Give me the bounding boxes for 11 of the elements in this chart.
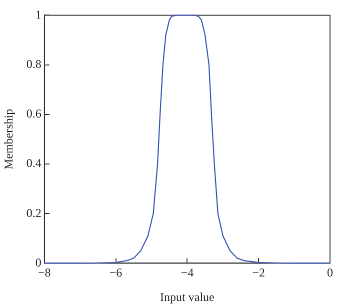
y-tick-label: 0.6 bbox=[26, 106, 42, 121]
x-tick-label: −4 bbox=[180, 266, 194, 280]
x-tick-label: 0 bbox=[327, 266, 333, 280]
x-tick-label: −6 bbox=[109, 266, 122, 280]
x-tick-label: −2 bbox=[252, 266, 265, 280]
y-tick-label: 1 bbox=[35, 7, 42, 22]
y-tick-label: 0.2 bbox=[26, 206, 42, 220]
x-axis-title: Input value bbox=[160, 290, 214, 304]
y-tick-label: 0.8 bbox=[26, 56, 42, 71]
y-tick-label: 0.4 bbox=[26, 156, 42, 170]
y-axis-title: Membership bbox=[1, 108, 16, 170]
